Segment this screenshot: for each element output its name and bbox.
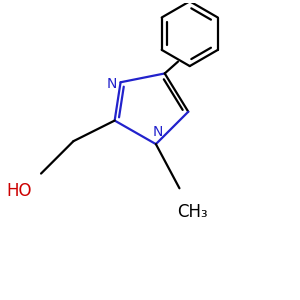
Text: CH₃: CH₃	[177, 203, 208, 221]
Text: N: N	[106, 77, 117, 91]
Text: N: N	[152, 125, 163, 139]
Text: HO: HO	[6, 182, 32, 200]
